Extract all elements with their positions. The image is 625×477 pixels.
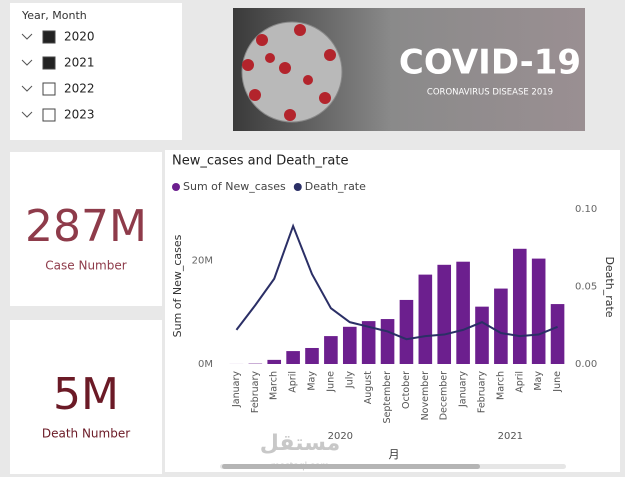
legend-marker <box>293 183 302 191</box>
x-tick-label: March <box>495 371 506 400</box>
slicer-item-label: 2023 <box>64 108 95 122</box>
bar <box>267 359 282 364</box>
bar <box>342 326 357 364</box>
slicer-title: Year, Month <box>21 9 87 22</box>
card <box>10 320 162 474</box>
x-tick-label: May <box>533 371 544 391</box>
checkbox[interactable] <box>42 108 56 122</box>
x-group-label: 2020 <box>328 431 353 442</box>
slicer-item-label: 2020 <box>64 30 95 44</box>
bar <box>399 299 414 364</box>
x-tick-label: June <box>552 371 563 393</box>
slicer-item-label: 2021 <box>64 56 95 70</box>
bar <box>494 288 508 364</box>
card <box>10 152 162 306</box>
chart-title: New_cases and Death_rate <box>172 154 348 169</box>
line <box>235 223 558 341</box>
y2-tick-label: 0.00 <box>575 359 597 370</box>
x-tick-label: October <box>401 371 412 409</box>
chevron <box>21 111 33 118</box>
card-label: Death Number <box>42 427 130 441</box>
card-value: 287M <box>25 201 147 252</box>
card-value: 5M <box>53 369 119 420</box>
bar <box>531 258 546 364</box>
chevron <box>21 59 33 66</box>
chevron <box>21 33 33 40</box>
x-tick-label: February <box>477 371 488 413</box>
bar <box>361 321 376 364</box>
x-tick-label: February <box>250 371 261 413</box>
slicer-item-label: 2022 <box>64 82 95 96</box>
banner: COVID-19 CORONAVIRUS DISEASE 2019 <box>233 8 585 131</box>
x-tick-label: July <box>344 371 355 389</box>
bar <box>305 347 319 364</box>
legend-label: Sum of New_cases <box>183 180 286 193</box>
x-tick-label: September <box>382 371 393 424</box>
checkbox[interactable] <box>42 30 56 44</box>
x-tick-label: January <box>458 371 469 408</box>
card-label: Case Number <box>45 259 126 273</box>
bar <box>456 261 470 364</box>
x-tick-label: May <box>307 371 318 391</box>
bar <box>418 274 433 364</box>
banner-subtitle: CORONAVIRUS DISEASE 2019 <box>427 88 553 98</box>
bar <box>550 304 565 364</box>
y-tick-label: 0M <box>198 359 213 370</box>
bar <box>475 306 489 364</box>
banner-title: COVID-19 <box>399 43 581 83</box>
bar <box>380 319 395 364</box>
chart: 0M 20M 0.00 0.05 0.10 Sum of New_cases Death_r… <box>172 180 597 442</box>
virus-spikes <box>242 24 336 121</box>
bar <box>512 248 527 364</box>
x-tick-label: November <box>420 371 431 421</box>
slicer-items: 2020 2021 2022 2023 <box>21 30 95 122</box>
y2-tick-label: 0.05 <box>575 282 597 293</box>
scroll-thumb[interactable] <box>222 464 480 469</box>
y2-axis-label: Death_rate <box>603 256 616 317</box>
checkbox[interactable] <box>42 56 56 70</box>
bar <box>437 264 452 364</box>
x-tick-label: June <box>325 371 336 393</box>
checkbox[interactable] <box>42 82 56 96</box>
y2-tick-label: 0.10 <box>575 204 597 215</box>
virus-image <box>241 21 343 123</box>
legend-label: Death_rate <box>305 180 366 193</box>
legend-marker <box>172 183 180 191</box>
x-tick-label: April <box>288 371 299 393</box>
x-tick-label: April <box>514 371 525 393</box>
bar <box>324 336 338 364</box>
y-axis-label: Sum of New_cases <box>171 234 184 337</box>
watermark: مستقل <box>260 431 340 456</box>
y-tick-label: 20M <box>192 256 213 267</box>
bar <box>286 351 300 364</box>
chevron <box>21 85 33 92</box>
slicer-panel <box>10 3 182 140</box>
x-axis-label: 月 <box>389 448 400 461</box>
x-group-label: 2021 <box>498 431 523 442</box>
cards: 287M Case Number 5M Death Number <box>10 152 162 474</box>
x-tick-label: December <box>439 371 450 420</box>
x-tick-label: August <box>363 371 374 405</box>
x-tick-label: January <box>231 371 242 408</box>
x-tick-label: March <box>269 371 280 400</box>
